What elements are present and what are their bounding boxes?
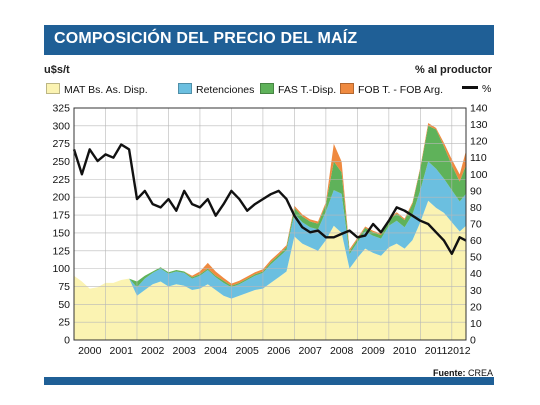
y2-tick-label-5: 50: [470, 252, 482, 264]
chart-title: COMPOSICIÓN DEL PRECIO DEL MAÍZ: [54, 30, 358, 47]
legend-swatch-mat: [46, 83, 60, 94]
x-tick-label-2004: 2004: [204, 345, 228, 357]
y-tick-label-10: 250: [52, 156, 70, 168]
y-tick-label-13: 325: [52, 103, 70, 115]
y-tick-label-0: 0: [64, 335, 70, 347]
legend-item-fas: FAS T.-Disp.: [260, 83, 336, 96]
title-banner: COMPOSICIÓN DEL PRECIO DEL MAÍZ: [44, 25, 494, 55]
legend-item-retenciones: Retenciones: [178, 83, 254, 96]
left-axis-label: u$s/t: [44, 64, 70, 76]
plot-frame: [73, 107, 467, 341]
x-tick-label-2001: 2001: [110, 345, 134, 357]
x-tick-label-2000: 2000: [78, 345, 102, 357]
legend-label-percent: %: [482, 83, 492, 95]
legend-item-percent: %: [462, 83, 491, 95]
x-tick-label-2011: 2011: [425, 345, 448, 357]
y-tick-label-3: 75: [58, 281, 70, 293]
x-tick-label-2012: 2012: [447, 345, 471, 357]
x-tick-label-2003: 2003: [173, 345, 197, 357]
y2-tick-label-3: 30: [470, 285, 482, 297]
y-tick-label-8: 200: [52, 192, 70, 204]
y2-tick-label-1: 10: [470, 318, 482, 330]
area-series-1: [74, 161, 466, 299]
legend-swatch-percent: [462, 86, 478, 89]
y2-tick-label-10: 100: [470, 169, 488, 181]
x-tick-label-2006: 2006: [267, 345, 291, 357]
area-series-2: [74, 125, 466, 289]
legend-swatch-fas: [260, 83, 274, 94]
legend-swatch-fob: [340, 83, 354, 94]
legend-label-retenciones: Retenciones: [196, 84, 255, 96]
y-tick-label-11: 275: [52, 138, 70, 150]
y2-tick-label-11: 110: [470, 152, 487, 164]
legend: MAT Bs. As. Disp. Retenciones FAS T.-Dis…: [44, 82, 494, 100]
y-tick-label-5: 125: [52, 245, 70, 257]
source-note: Fuente: CREA: [433, 368, 493, 378]
y2-tick-label-2: 20: [470, 301, 482, 313]
y2-tick-label-13: 130: [470, 119, 488, 131]
legend-label-fas: FAS T.-Disp.: [278, 84, 337, 96]
y-tick-label-1: 25: [58, 317, 70, 329]
footer-bar: [44, 377, 494, 385]
legend-label-mat: MAT Bs. As. Disp.: [64, 84, 148, 96]
source-value: CREA: [467, 368, 493, 378]
source-label: Fuente:: [432, 368, 466, 378]
y2-tick-label-12: 120: [470, 136, 488, 148]
y-tick-label-12: 300: [52, 120, 70, 132]
y-tick-label-2: 50: [58, 299, 70, 311]
x-tick-label-2008: 2008: [330, 345, 354, 357]
x-tick-label-2005: 2005: [235, 345, 259, 357]
y2-tick-label-14: 140: [470, 103, 488, 115]
y2-tick-label-9: 90: [470, 185, 482, 197]
legend-swatch-retenciones: [178, 83, 192, 94]
y-tick-label-9: 225: [52, 174, 70, 186]
y2-tick-label-0: 0: [470, 335, 476, 347]
y2-tick-label-4: 40: [470, 268, 482, 280]
y-tick-label-6: 150: [52, 227, 70, 239]
area-series-0: [74, 200, 466, 340]
y-tick-label-7: 175: [52, 210, 70, 222]
x-tick-label-2007: 2007: [298, 345, 322, 357]
x-tick-label-2002: 2002: [141, 345, 165, 357]
legend-item-fob: FOB T. - FOB Arg.: [340, 83, 443, 96]
x-tick-label-2009: 2009: [361, 345, 385, 357]
y2-tick-label-6: 60: [470, 235, 482, 247]
y2-tick-label-7: 70: [470, 219, 482, 231]
x-tick-label-2010: 2010: [393, 345, 417, 357]
line-series-percent: [72, 143, 467, 255]
legend-label-fob: FOB T. - FOB Arg.: [358, 84, 443, 96]
y-tick-label-4: 100: [52, 263, 70, 275]
right-axis-label: % al productor: [414, 64, 492, 76]
y2-tick-label-8: 80: [470, 202, 482, 214]
legend-item-mat: MAT Bs. As. Disp.: [46, 83, 148, 96]
